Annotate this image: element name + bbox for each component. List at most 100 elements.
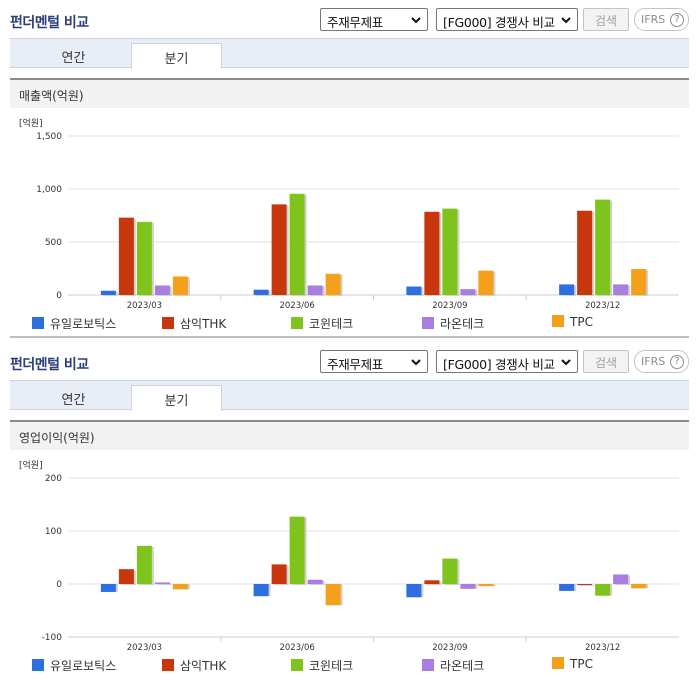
- legend-item[interactable]: TPC: [552, 657, 593, 671]
- legend-swatch: [32, 317, 44, 329]
- bar-유일로보틱스: [253, 584, 269, 597]
- bar-코윈테크: [442, 558, 458, 584]
- ifrs-label: IFRS: [641, 355, 666, 368]
- bar-유일로보틱스: [100, 584, 116, 592]
- legend-swatch: [162, 317, 174, 329]
- legend-swatch: [291, 317, 303, 329]
- bar-TPC: [325, 584, 341, 606]
- legend-item[interactable]: 삼익THK: [162, 657, 226, 674]
- bar-코윈테크: [289, 516, 305, 584]
- statement-select[interactable]: 주재무제표: [320, 350, 428, 373]
- statement-select-value: 주재무제표: [327, 15, 384, 30]
- unit-label: [억원]: [19, 459, 43, 471]
- bar-라온테크: [460, 584, 476, 589]
- x-tick-label: 2023/03: [127, 643, 162, 653]
- legend-label: TPC: [570, 657, 593, 671]
- peer-group-select-value: [FG000] 경쟁사 비교: [443, 15, 555, 30]
- x-tick-label: 2023/12: [585, 301, 620, 311]
- ifrs-label: IFRS: [641, 13, 666, 26]
- legend-item[interactable]: 삼익THK: [162, 315, 226, 332]
- bar-유일로보틱스: [100, 290, 116, 295]
- bar-삼익THK: [577, 584, 593, 585]
- peer-group-select-value: [FG000] 경쟁사 비교: [443, 357, 555, 372]
- ifrs-button[interactable]: IFRS ?: [634, 350, 689, 373]
- bar-유일로보틱스: [406, 584, 422, 598]
- section-header: 영업이익(억원): [10, 420, 689, 450]
- operating-profit-bar-chart: [억원] -100 0 100 200 2023/03 2023/06 2023/09 2023…: [19, 459, 679, 653]
- x-tick-label: 2023/06: [279, 301, 314, 311]
- bar-TPC: [172, 584, 188, 590]
- unit-label: [억원]: [19, 117, 43, 129]
- tab-quarterly[interactable]: 분기: [131, 385, 222, 411]
- bar-TPC: [325, 273, 341, 295]
- bar-삼익THK: [118, 569, 134, 584]
- statement-select-value: 주재무제표: [327, 357, 384, 372]
- legend-label: 삼익THK: [180, 317, 227, 331]
- bar-코윈테크: [442, 208, 458, 295]
- bar-유일로보틱스: [253, 289, 269, 295]
- legend-label: TPC: [570, 315, 593, 329]
- legend-label: 라온테크: [440, 659, 485, 673]
- bar-코윈테크: [289, 193, 305, 295]
- bar-라온테크: [613, 284, 629, 295]
- chart-area: [억원] 0 500 1,000 1,500 2023/03 2023/06 2023/09 2…: [10, 108, 689, 338]
- legend-item[interactable]: 코윈테크: [291, 315, 353, 332]
- legend-item[interactable]: TPC: [552, 315, 593, 329]
- bar-shadow: [579, 585, 595, 586]
- x-tick-label: 2023/06: [279, 643, 314, 653]
- tab-annual[interactable]: 연간: [61, 393, 86, 408]
- legend-item[interactable]: 유일로보틱스: [32, 315, 116, 332]
- peer-group-select[interactable]: [FG000] 경쟁사 비교: [436, 8, 578, 31]
- tab-quarterly[interactable]: 분기: [131, 43, 222, 69]
- panel-title: 펀더멘털 비교: [10, 357, 89, 373]
- bar-코윈테크: [595, 199, 611, 295]
- bar-코윈테크: [136, 545, 152, 584]
- tab-annual[interactable]: 연간: [61, 51, 86, 66]
- bar-TPC: [631, 584, 647, 589]
- legend-swatch: [422, 317, 434, 329]
- legend-swatch: [552, 315, 564, 327]
- section-title: 매출액(억원): [19, 89, 84, 103]
- panel-header: 펀더멘털 비교 주재무제표 [FG000] 경쟁사 비교 검색 IFRS ?: [0, 342, 696, 380]
- x-tick-label: 2023/03: [127, 301, 162, 311]
- y-tick-label: -100: [42, 633, 63, 643]
- legend-label: 라온테크: [440, 317, 485, 331]
- chart-legend: 유일로보틱스 삼익THK 코윈테크 라온테크 TPC: [10, 654, 689, 674]
- legend-label: 유일로보틱스: [50, 317, 117, 331]
- peer-group-select[interactable]: [FG000] 경쟁사 비교: [436, 350, 578, 373]
- chevron-down-icon: [561, 359, 571, 366]
- search-button[interactable]: 검색: [583, 8, 629, 31]
- x-tick-label: 2023/12: [585, 643, 620, 653]
- legend-item[interactable]: 코윈테크: [291, 657, 353, 674]
- period-tabs: 연간 분기: [10, 380, 689, 411]
- panel-header: 펀더멘털 비교 주재무제표 [FG000] 경쟁사 비교 검색 IFRS ?: [0, 0, 696, 38]
- legend-swatch: [422, 659, 434, 671]
- x-tick-label: 2023/09: [432, 301, 467, 311]
- legend-item[interactable]: 라온테크: [422, 657, 484, 674]
- y-tick-label: 1,500: [36, 132, 62, 142]
- legend-item[interactable]: 라온테크: [422, 315, 484, 332]
- y-tick-label: 0: [56, 580, 62, 590]
- legend-swatch: [291, 659, 303, 671]
- panel-title: 펀더멘털 비교: [10, 15, 89, 31]
- section-header: 매출액(억원): [10, 78, 689, 108]
- bar-삼익THK: [424, 580, 440, 584]
- legend-label: 유일로보틱스: [50, 659, 117, 673]
- ifrs-button[interactable]: IFRS ?: [634, 8, 689, 31]
- search-button[interactable]: 검색: [583, 350, 629, 373]
- bar-코윈테크: [595, 584, 611, 596]
- chevron-down-icon: [561, 17, 571, 24]
- y-tick-label: 1,000: [36, 185, 62, 195]
- legend-label: 코윈테크: [309, 317, 354, 331]
- bar-코윈테크: [136, 221, 152, 295]
- chevron-down-icon: [411, 17, 421, 24]
- bar-삼익THK: [271, 564, 287, 584]
- period-tabs: 연간 분기: [10, 38, 689, 69]
- y-tick-label: 200: [45, 474, 62, 484]
- bar-유일로보틱스: [406, 286, 422, 295]
- legend-swatch: [552, 657, 564, 669]
- bar-유일로보틱스: [559, 584, 575, 591]
- legend-item[interactable]: 유일로보틱스: [32, 657, 116, 674]
- statement-select[interactable]: 주재무제표: [320, 8, 428, 31]
- bar-TPC: [172, 276, 188, 295]
